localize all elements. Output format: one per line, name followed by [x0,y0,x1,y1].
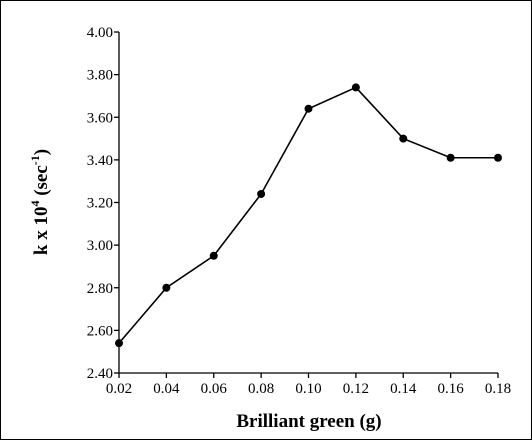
y-tick-label: 2.60 [87,323,113,339]
x-tick-label: 0.06 [201,381,228,397]
x-tick-label: 0.12 [343,381,369,397]
y-tick-label: 3.20 [87,196,113,212]
y-tick-label: 3.00 [87,238,113,254]
axes [118,32,498,374]
y-tick-label: 4.00 [87,25,113,41]
data-point [399,134,408,143]
data-point [209,251,218,260]
data-point [304,104,313,113]
x-tick-label: 0.04 [153,381,180,397]
data-point [162,283,171,292]
series-line [118,86,498,344]
data-point [257,189,266,198]
data-point [351,83,360,92]
x-tick-label: 0.08 [248,381,274,397]
y-axis-title-unit: (sec [31,165,52,200]
y-axis-title-exponent: 4 [28,201,42,207]
data-point [115,339,123,348]
x-tick-label: 0.18 [485,381,511,397]
y-axis-title-unit-close: ) [31,149,52,155]
x-tick-label: 0.16 [438,381,465,397]
y-axis-title: k x 104 (sec-1) [28,149,52,255]
y-tick-label: 2.80 [87,281,113,297]
x-tick-label: 0.14 [390,381,417,397]
y-axis-title-unit-exponent: -1 [28,155,42,165]
x-tick-label: 0.10 [295,381,321,397]
y-axis-title-base: k x 10 [31,207,52,256]
data-line [118,86,498,344]
data-point [446,153,455,162]
y-tick-label: 2.40 [87,366,113,382]
y-tick-label: 3.60 [87,110,113,126]
x-tick-label: 0.02 [106,381,132,397]
x-ticks: 0.02 0.04 0.06 0.08 0.10 0.12 0.14 0.16 0.18 [106,373,511,397]
y-tick-label: 3.40 [87,153,113,169]
y-tick-label: 3.80 [87,68,113,84]
data-point [494,153,502,162]
y-ticks: 2.40 2.60 2.80 3.00 3.20 3.40 3.60 3.80 4.00 [87,25,119,382]
series-markers [115,83,502,348]
x-axis-title: Brilliant green (g) [236,411,381,432]
